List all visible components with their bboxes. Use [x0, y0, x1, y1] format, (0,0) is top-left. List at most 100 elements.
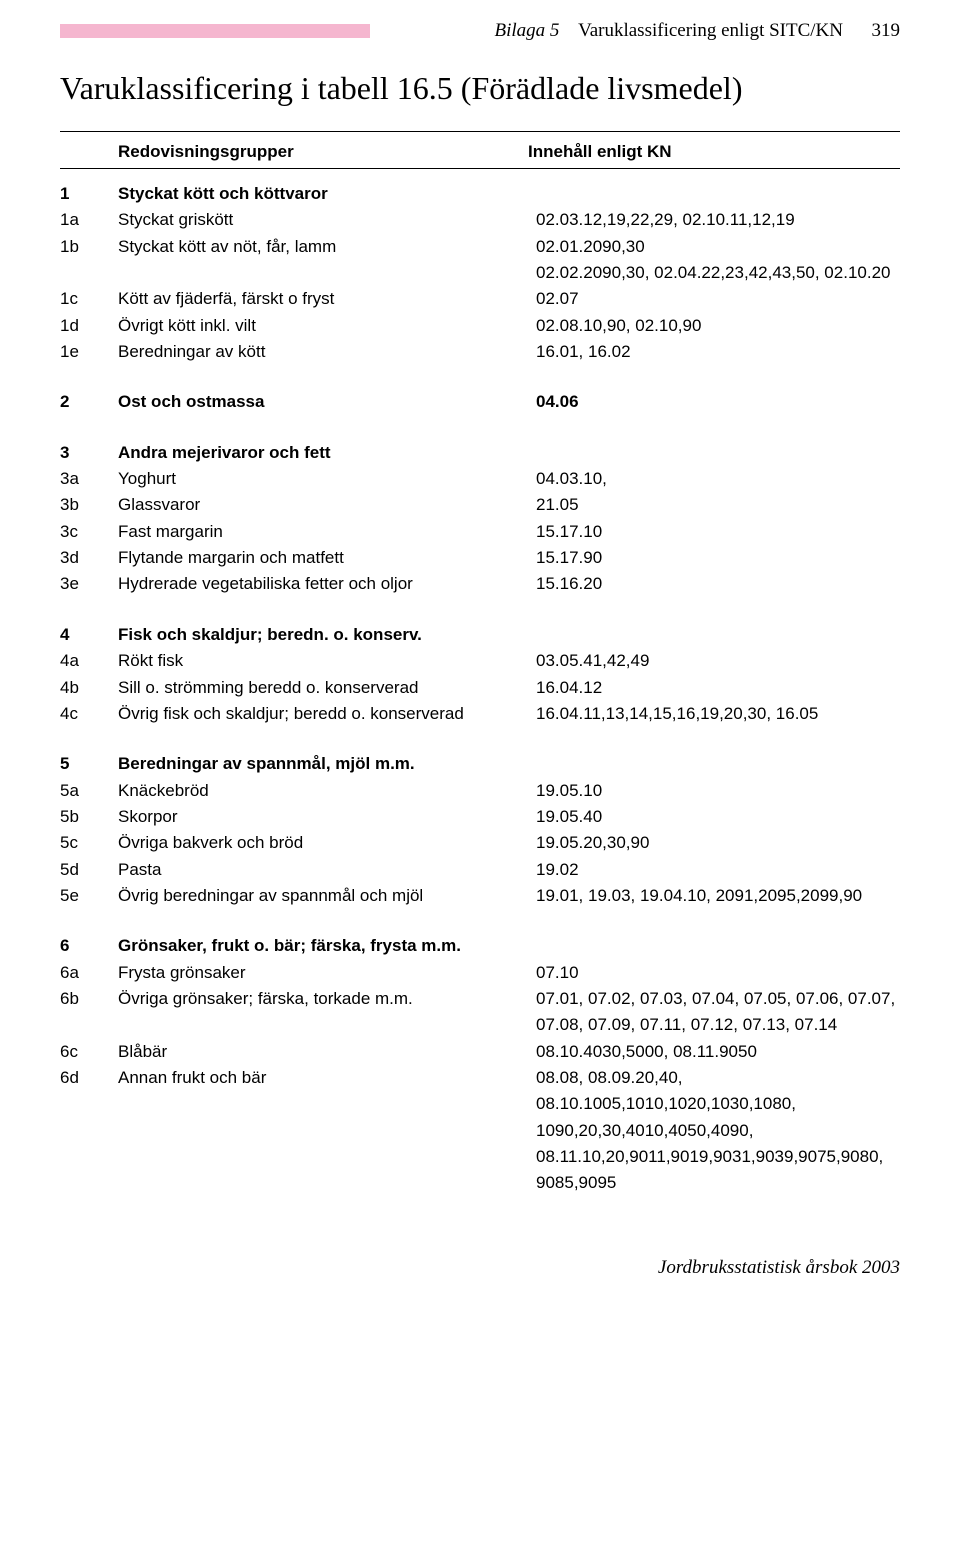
- row-code: 3b: [60, 492, 118, 518]
- col-header-content: Innehåll enligt KN: [528, 142, 900, 162]
- row-label: Pasta: [118, 857, 536, 883]
- table-row: 5cÖvriga bakverk och bröd19.05.20,30,90: [60, 830, 900, 856]
- table-row: 3cFast margarin15.17.10: [60, 519, 900, 545]
- table-row: 08.11.10,20,9011,9019,9031,9039,9075,908…: [60, 1144, 900, 1170]
- table-row: 1Styckat kött och köttvaror: [60, 181, 900, 207]
- row-code: [60, 260, 118, 286]
- table-row: 5bSkorpor19.05.40: [60, 804, 900, 830]
- header-page-number: 319: [872, 20, 901, 41]
- row-content: 15.17.10: [536, 519, 900, 545]
- row-label: [118, 1091, 536, 1117]
- row-content: [536, 440, 900, 466]
- row-code: [60, 1091, 118, 1117]
- col-header-group: Redovisningsgrupper: [118, 142, 528, 162]
- row-code: 6c: [60, 1039, 118, 1065]
- row-label: [118, 1012, 536, 1038]
- table-row: 1eBeredningar av kött16.01, 16.02: [60, 339, 900, 365]
- row-content: 16.04.11,13,14,15,16,19,20,30, 16.05: [536, 701, 900, 727]
- row-code: [60, 1144, 118, 1170]
- row-code: 5d: [60, 857, 118, 883]
- row-content: [536, 622, 900, 648]
- table-row: 6aFrysta grönsaker07.10: [60, 960, 900, 986]
- table-row: 4cÖvrig fisk och skaldjur; beredd o. kon…: [60, 701, 900, 727]
- row-label: [118, 1170, 536, 1196]
- row-code: 3e: [60, 571, 118, 597]
- row-content: [536, 933, 900, 959]
- table-body: 1Styckat kött och köttvaror1aStyckat gri…: [60, 181, 900, 1197]
- page-header: Bilaga 5 Varuklassificering enligt SITC/…: [60, 20, 900, 42]
- row-label: Blåbär: [118, 1039, 536, 1065]
- row-code: 3: [60, 440, 118, 466]
- row-content: 04.06: [536, 389, 900, 415]
- row-code: 5c: [60, 830, 118, 856]
- table-row: 6cBlåbär08.10.4030,5000, 08.11.9050: [60, 1039, 900, 1065]
- group: 1Styckat kött och köttvaror1aStyckat gri…: [60, 181, 900, 365]
- row-code: 1a: [60, 207, 118, 233]
- header-title: Varuklassificering enligt SITC/KN: [578, 20, 843, 41]
- table-row: 3bGlassvaror21.05: [60, 492, 900, 518]
- page-container: Bilaga 5 Varuklassificering enligt SITC/…: [0, 0, 960, 1319]
- row-label: Rökt fisk: [118, 648, 536, 674]
- table-row: 08.10.1005,1010,1020,1030,1080,: [60, 1091, 900, 1117]
- table-row: 1aStyckat griskött02.03.12,19,22,29, 02.…: [60, 207, 900, 233]
- row-content: 19.05.20,30,90: [536, 830, 900, 856]
- row-content: 15.16.20: [536, 571, 900, 597]
- row-label: Glassvaror: [118, 492, 536, 518]
- table-row: 4bSill o. strömming beredd o. konservera…: [60, 675, 900, 701]
- row-label: Ost och ostmassa: [118, 389, 536, 415]
- row-code: 2: [60, 389, 118, 415]
- row-code: 1b: [60, 234, 118, 260]
- table-row: 1cKött av fjäderfä, färskt o fryst02.07: [60, 286, 900, 312]
- row-content: 04.03.10,: [536, 466, 900, 492]
- row-code: 4a: [60, 648, 118, 674]
- row-code: 3d: [60, 545, 118, 571]
- row-content: 19.05.10: [536, 778, 900, 804]
- table-row: 6bÖvriga grönsaker; färska, torkade m.m.…: [60, 986, 900, 1012]
- table-row: 2Ost och ostmassa04.06: [60, 389, 900, 415]
- row-label: [118, 260, 536, 286]
- row-label: Styckat kött och köttvaror: [118, 181, 536, 207]
- row-label: Yoghurt: [118, 466, 536, 492]
- table-row: 4Fisk och skaldjur; beredn. o. konserv.: [60, 622, 900, 648]
- row-code: 6b: [60, 986, 118, 1012]
- row-label: Grönsaker, frukt o. bär; färska, frysta …: [118, 933, 536, 959]
- row-content: [536, 181, 900, 207]
- footer-text: Jordbruksstatistisk årsbok 2003: [60, 1257, 900, 1279]
- group: 5Beredningar av spannmål, mjöl m.m.5aKnä…: [60, 751, 900, 909]
- table-row: 3aYoghurt04.03.10,: [60, 466, 900, 492]
- table-row: 3dFlytande margarin och matfett15.17.90: [60, 545, 900, 571]
- header-appendix: Bilaga 5: [495, 20, 560, 41]
- row-content: 08.10.1005,1010,1020,1030,1080,: [536, 1091, 900, 1117]
- header-text: Bilaga 5 Varuklassificering enligt SITC/…: [370, 20, 900, 42]
- top-rule: [60, 131, 900, 132]
- row-label: [118, 1118, 536, 1144]
- row-content: 07.10: [536, 960, 900, 986]
- table-row: 1bStyckat kött av nöt, får, lamm02.01.20…: [60, 234, 900, 260]
- row-code: 5a: [60, 778, 118, 804]
- row-code: [60, 1118, 118, 1144]
- row-code: 1e: [60, 339, 118, 365]
- row-content: 03.05.41,42,49: [536, 648, 900, 674]
- row-code: 6a: [60, 960, 118, 986]
- row-code: 1d: [60, 313, 118, 339]
- row-content: 02.03.12,19,22,29, 02.10.11,12,19: [536, 207, 900, 233]
- row-content: 16.04.12: [536, 675, 900, 701]
- col-header-code: [60, 142, 118, 162]
- row-content: [536, 751, 900, 777]
- table-row: 1090,20,30,4010,4050,4090,: [60, 1118, 900, 1144]
- table-row: 4aRökt fisk03.05.41,42,49: [60, 648, 900, 674]
- row-label: Övrig fisk och skaldjur; beredd o. konse…: [118, 701, 536, 727]
- row-code: 4: [60, 622, 118, 648]
- row-code: 6d: [60, 1065, 118, 1091]
- row-label: Beredningar av spannmål, mjöl m.m.: [118, 751, 536, 777]
- row-content: 9085,9095: [536, 1170, 900, 1196]
- row-code: [60, 1170, 118, 1196]
- table-row: 1dÖvrigt kött inkl. vilt02.08.10,90, 02.…: [60, 313, 900, 339]
- row-code: 5: [60, 751, 118, 777]
- row-content: 02.01.2090,30: [536, 234, 900, 260]
- row-content: 08.08, 08.09.20,40,: [536, 1065, 900, 1091]
- row-content: 02.08.10,90, 02.10,90: [536, 313, 900, 339]
- row-content: 19.01, 19.03, 19.04.10, 2091,2095,2099,9…: [536, 883, 900, 909]
- table-row: 07.08, 07.09, 07.11, 07.12, 07.13, 07.14: [60, 1012, 900, 1038]
- row-content: 15.17.90: [536, 545, 900, 571]
